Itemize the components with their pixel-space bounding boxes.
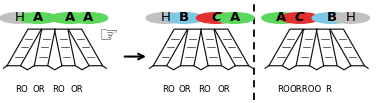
Text: OR: OR [71, 85, 84, 94]
Circle shape [280, 13, 319, 23]
Circle shape [18, 13, 57, 23]
Text: RO: RO [15, 85, 28, 94]
Circle shape [0, 13, 39, 23]
Text: A: A [83, 11, 93, 25]
Text: OR: OR [33, 85, 46, 94]
Text: RO: RO [52, 85, 65, 94]
Text: B: B [326, 11, 337, 25]
Text: A: A [276, 11, 286, 25]
Text: OR: OR [179, 85, 192, 94]
Text: R: R [325, 85, 331, 94]
Text: H: H [345, 11, 355, 25]
Circle shape [331, 13, 369, 23]
Circle shape [262, 13, 300, 23]
Text: RO: RO [198, 85, 211, 94]
Text: A: A [33, 11, 43, 25]
Text: ORROO: ORROO [289, 85, 322, 94]
Text: B: B [179, 11, 189, 25]
Text: RO: RO [162, 85, 175, 94]
Circle shape [50, 13, 89, 23]
Text: RO: RO [277, 85, 290, 94]
Circle shape [165, 13, 204, 23]
Text: OR: OR [217, 85, 230, 94]
Text: C: C [295, 11, 305, 25]
Text: H: H [14, 11, 24, 25]
Text: H: H [161, 11, 170, 25]
Circle shape [69, 13, 108, 23]
Circle shape [215, 13, 254, 23]
Text: C: C [211, 11, 221, 25]
Text: ☞: ☞ [98, 26, 118, 46]
Text: A: A [64, 11, 75, 25]
Circle shape [146, 13, 185, 23]
Text: A: A [230, 11, 240, 25]
Circle shape [312, 13, 351, 23]
Circle shape [196, 13, 235, 23]
